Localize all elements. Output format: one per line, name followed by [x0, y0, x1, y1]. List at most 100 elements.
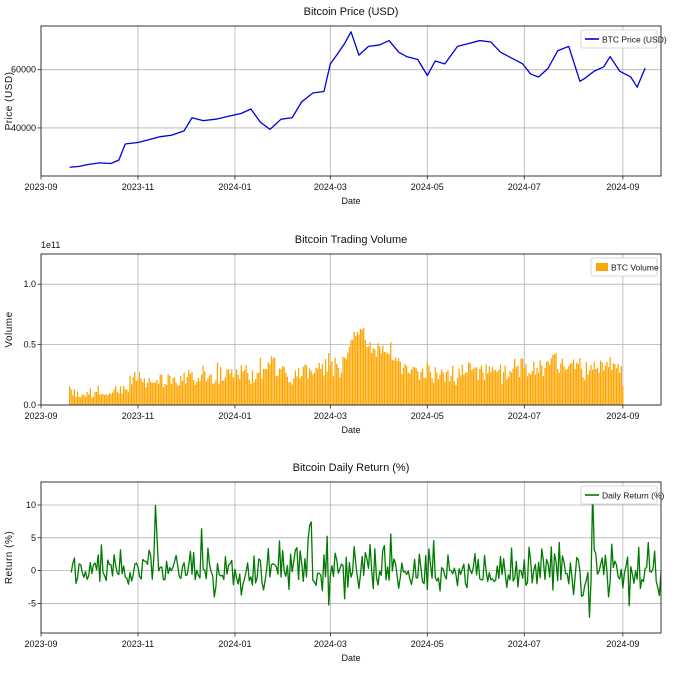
legend: BTC Volume [590, 257, 659, 277]
legend-label: BTC Price (USD) [602, 35, 667, 45]
volume-bar [593, 361, 595, 405]
volume-bar [320, 369, 322, 405]
plot-frame [40, 25, 662, 177]
volume-bar [158, 383, 160, 405]
volume-bar [315, 368, 317, 405]
volume-bar [258, 372, 260, 405]
volume-bar [539, 360, 541, 405]
volume-bar [585, 361, 587, 405]
volume-bar [617, 363, 619, 405]
volume-bar [475, 367, 478, 405]
volume-bar [518, 376, 521, 405]
volume-bar [363, 327, 365, 405]
volume-bar [205, 381, 207, 405]
volume-bar [380, 353, 382, 405]
x-tick-label: 2024-03 [314, 182, 347, 192]
volume-bar [596, 367, 599, 405]
volume-bar [154, 382, 157, 405]
volume-bar [590, 365, 592, 405]
volume-bar [487, 373, 489, 405]
volume-bar [448, 381, 451, 405]
volume-bar [587, 374, 589, 405]
y-tick-label: 0.5 [23, 340, 36, 350]
legend-swatch [596, 263, 608, 271]
volume-bar [568, 366, 570, 405]
x-tick-label: 2024-07 [508, 411, 541, 421]
volume-bar [474, 367, 476, 405]
volume-bar [571, 363, 573, 405]
volume-bar [99, 394, 101, 405]
volume-bar [522, 358, 524, 405]
volume-bar [156, 379, 158, 405]
volume-bar [138, 372, 141, 405]
y-axis-label: Volume [4, 311, 15, 347]
volume-bar [609, 357, 611, 405]
volume-bar [372, 348, 374, 405]
volume-bar [178, 385, 180, 405]
volume-bar [523, 368, 525, 405]
volume-bar [202, 365, 204, 405]
volume-bar [73, 389, 76, 405]
panel-2: Bitcoin Trading Volume 2023-09 2023-11 2024… [4, 234, 662, 435]
volume-bar [398, 358, 400, 405]
volume-bar [220, 367, 222, 405]
x-tick-label: 2024-05 [411, 639, 444, 649]
volume-bar [245, 365, 247, 405]
volume-bar [334, 357, 336, 405]
volume-bar [453, 381, 455, 405]
volume-bar [159, 374, 161, 405]
volume-bar [288, 381, 290, 405]
volume-bar [350, 339, 352, 405]
volume-bar [442, 372, 444, 405]
volume-bar [121, 393, 123, 405]
volume-bar [328, 353, 330, 405]
volume-bar [495, 369, 497, 405]
y-tick-label: 0.0 [23, 400, 36, 410]
volume-bar [496, 372, 498, 405]
x-tick-label: 2023-09 [24, 639, 57, 649]
volume-bar [113, 389, 115, 405]
volume-bar [261, 378, 263, 405]
legend-box [590, 257, 658, 277]
volume-bar [137, 379, 139, 405]
volume-bar [468, 362, 470, 405]
volume-bar [606, 361, 608, 405]
volume-bar [274, 357, 276, 405]
volume-bar [501, 383, 503, 405]
plot-frame [40, 481, 662, 634]
x-tick-label: 2024-07 [508, 182, 541, 192]
volume-bar [167, 374, 169, 405]
volume-bar [542, 376, 544, 405]
volume-bar [464, 372, 467, 405]
volume-bar [544, 368, 546, 405]
volume-bar [560, 363, 562, 405]
volume-bar [531, 371, 533, 405]
volume-bar [296, 376, 298, 405]
volume-bar [452, 365, 454, 405]
volume-bar [108, 393, 110, 405]
volume-bar [332, 376, 335, 405]
volume-bar [289, 382, 292, 405]
volume-bar [533, 361, 535, 405]
volume-bar [331, 361, 333, 405]
volume-bar [412, 367, 414, 405]
volume-bar [598, 372, 600, 405]
volume-bar [326, 371, 328, 405]
volume-bar [391, 360, 393, 405]
volume-bar [445, 372, 448, 405]
volume-bar [383, 351, 386, 405]
volume-bar [561, 358, 564, 405]
volume-bar [118, 393, 120, 405]
volume-bar [461, 364, 463, 405]
volume-bar [426, 361, 428, 405]
x-tick-label: 2023-09 [24, 182, 57, 192]
x-tick-label: 2024-09 [606, 411, 639, 421]
volume-bar [142, 382, 144, 405]
volume-bar [123, 386, 125, 405]
volume-bar [599, 360, 602, 405]
volume-bar [595, 369, 597, 405]
volume-bar [185, 383, 187, 405]
volume-bar [466, 372, 468, 405]
volume-bar [549, 364, 551, 405]
